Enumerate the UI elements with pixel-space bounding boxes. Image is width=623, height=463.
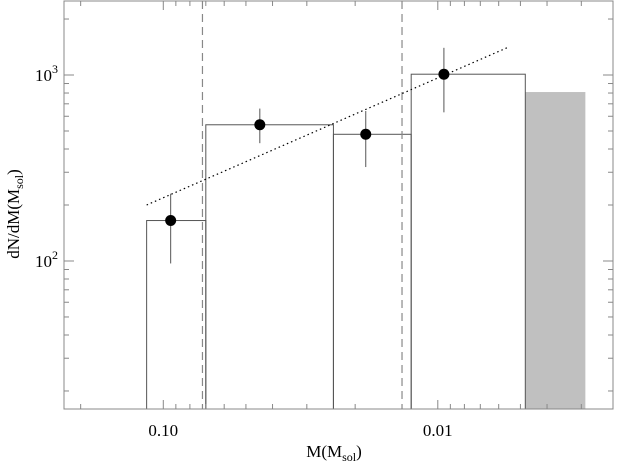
data-point-4 xyxy=(438,68,450,80)
y-axis-label-close: ) xyxy=(4,169,23,175)
x-axis-label-main: M(M xyxy=(306,442,342,461)
y-axis-label-sub: sol xyxy=(12,174,26,189)
y-tick-label-exponent: 3 xyxy=(52,62,58,76)
y-tick-label-2: 103 xyxy=(35,62,58,85)
x-axis-label-close: ) xyxy=(356,442,362,461)
shaded-bin xyxy=(525,92,586,410)
y-axis-label: dN/dM(Msol) xyxy=(4,169,26,259)
x-axis-label: M(Msol) xyxy=(306,442,362,463)
data-point-3 xyxy=(360,128,372,140)
data-point-1 xyxy=(165,215,177,227)
histogram-bin-1 xyxy=(146,220,207,410)
reference-lines xyxy=(201,1,403,409)
x-tick-label-2: 0.01 xyxy=(423,421,453,440)
fit-line-layer xyxy=(146,47,508,206)
histogram-bin-3 xyxy=(332,133,412,410)
error-bars xyxy=(170,47,445,264)
y-tick-label-base: 10 xyxy=(35,252,52,271)
data-points xyxy=(165,68,450,227)
y-tick-label-exponent: 2 xyxy=(52,248,58,262)
x-tick-label-1: 0.10 xyxy=(148,421,178,440)
y-tick-label-base: 10 xyxy=(35,66,52,85)
y-tick-label-1: 102 xyxy=(35,248,58,271)
fit-line xyxy=(146,47,508,206)
histogram-bin-2 xyxy=(205,124,334,410)
data-point-2 xyxy=(254,119,266,131)
x-axis-label-sub: sol xyxy=(342,450,357,463)
histogram-bin-4 xyxy=(410,73,526,410)
y-axis-label-main: dN/dM(M xyxy=(4,189,23,259)
axis-ticks xyxy=(64,1,613,409)
histogram-bins xyxy=(146,73,586,410)
